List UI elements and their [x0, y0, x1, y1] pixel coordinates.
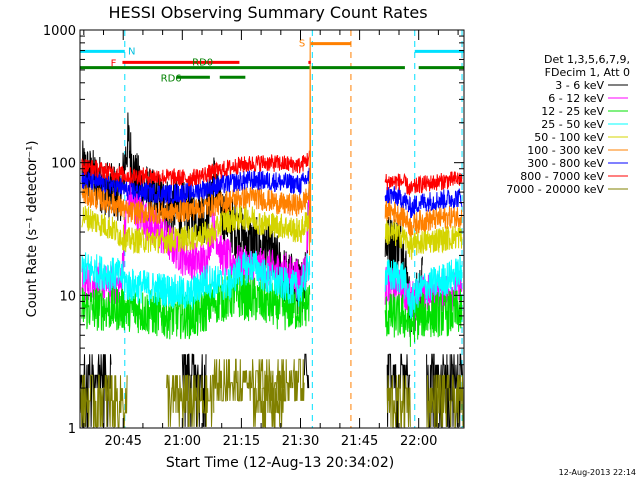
timestamp-label: 12-Aug-2013 22:14	[559, 468, 636, 477]
rd6-label: RD6	[161, 73, 182, 84]
legend-header-line: FDecim 1, Att 0	[545, 66, 630, 79]
legend-entry-label: 300 - 800 keV	[527, 157, 604, 170]
x-axis-label: Start Time (12-Aug-13 20:34:02)	[166, 455, 394, 471]
legend-entry-label: 25 - 50 keV	[541, 118, 604, 131]
x-tick-label: 21:45	[341, 434, 378, 449]
series-trace-3	[81, 250, 311, 310]
legend-entry-label: 50 - 100 keV	[534, 131, 604, 144]
y-tick-label: 1	[68, 422, 76, 437]
legend-entry-label: 7000 - 20000 keV	[506, 183, 604, 196]
series-trace-7	[81, 150, 311, 187]
attenuator-label: N	[128, 46, 135, 57]
series-trace-5	[384, 198, 463, 237]
series-trace-6	[384, 186, 463, 219]
legend-entry-label: 800 - 7000 keV	[520, 170, 604, 183]
plot-area: NF S RD0 RD6	[79, 30, 464, 428]
legend-entry-label: 6 - 12 keV	[548, 92, 604, 105]
series-trace-7	[384, 171, 463, 196]
legend-entry-label: 12 - 25 keV	[541, 105, 604, 118]
rd0-label: RD0	[192, 58, 213, 69]
series-trace-4	[384, 220, 463, 260]
series-trace-5	[81, 183, 311, 225]
series-trace-lowcount-8b	[213, 358, 305, 402]
legend-entry-label: 3 - 6 keV	[555, 79, 604, 92]
y-tick-label: 10	[59, 289, 76, 304]
x-tick-label: 20:45	[104, 434, 141, 449]
y-tick-label: 1000	[43, 24, 76, 39]
flare-label: F	[111, 58, 117, 69]
series-trace-2	[384, 288, 463, 347]
legend-entry-label: 100 - 300 keV	[527, 144, 604, 157]
x-tick-label: 21:15	[223, 434, 260, 449]
y-tick-label: 100	[51, 157, 76, 172]
y-axis-label: Count Rate (s⁻¹ detector⁻¹)	[25, 141, 40, 318]
series-trace-3	[384, 255, 463, 319]
saa-label: S	[299, 39, 305, 50]
legend-header-line: Det 1,3,5,6,7,9,	[544, 53, 630, 66]
axes: 1 10 100 1000 20:45 21:00 21:15 21:30 21:45 22:00	[43, 24, 464, 449]
series-trace-2	[81, 273, 311, 340]
chart-title: HESSI Observing Summary Count Rates	[108, 3, 427, 22]
saa-spike	[309, 37, 312, 256]
legend: Det 1,3,5,6,7,9,FDecim 1, Att 03 - 6 keV…	[506, 53, 630, 196]
x-tick-label: 21:30	[282, 434, 319, 449]
plot-frame	[79, 29, 465, 429]
x-tick-label: 21:00	[164, 434, 201, 449]
series-trace-4	[81, 203, 310, 255]
x-tick-label: 22:00	[400, 434, 437, 449]
